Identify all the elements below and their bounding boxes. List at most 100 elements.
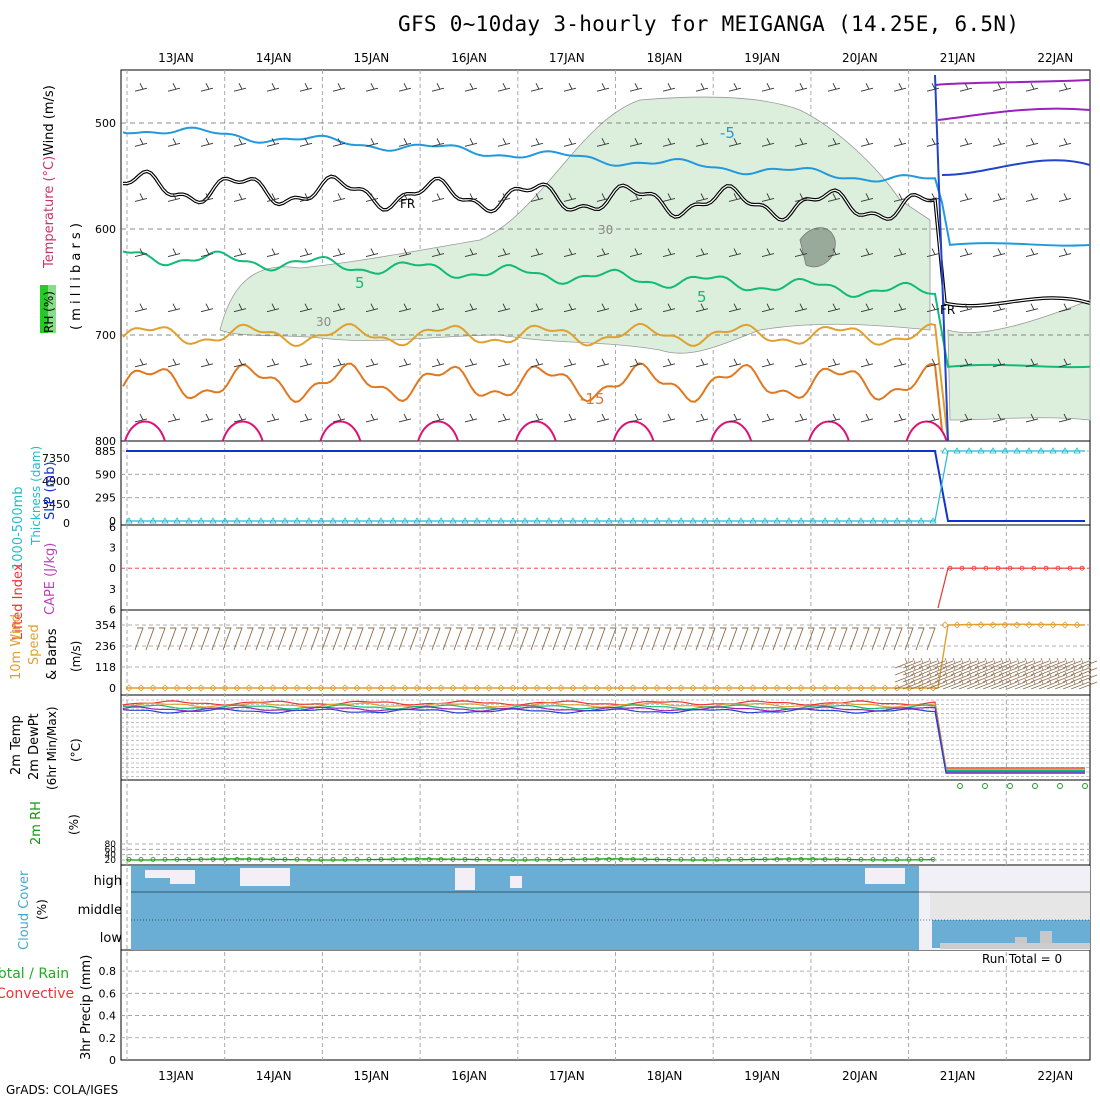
wind10-barb (629, 627, 639, 651)
wind-barb (860, 358, 874, 368)
wind10-barb-dense (910, 664, 930, 676)
wind-barb (695, 413, 709, 423)
wind-barb (1058, 303, 1072, 313)
wind10-barb (563, 627, 573, 651)
wind-speed-marker (545, 684, 553, 692)
wind-barb (299, 413, 313, 423)
wind10-barb (915, 627, 925, 651)
thickness-marker (269, 517, 277, 524)
series-temp-10 (122, 322, 949, 442)
wind-speed-marker (425, 684, 433, 692)
wind10-barb (299, 627, 309, 651)
wind-barb (1058, 193, 1072, 202)
wind10-barb (827, 627, 837, 651)
rh2m-marker (294, 857, 300, 862)
wind-barb (233, 358, 247, 368)
wind-speed-marker (1013, 621, 1021, 629)
wind-barb (332, 193, 346, 202)
wind-barb (761, 358, 775, 368)
wind-barb (893, 138, 907, 147)
rh2m-marker-after (1082, 783, 1088, 789)
wind-barb (629, 82, 643, 92)
wind-barb (860, 413, 874, 423)
wind-barb (695, 193, 709, 202)
cloud-gap (145, 870, 175, 878)
wind-barb (596, 138, 610, 147)
wind-barb (596, 303, 610, 313)
wind10-barb-dense (1014, 671, 1034, 683)
rh2m-marker (354, 857, 360, 862)
wind-tick-label: 354 (95, 619, 116, 632)
wind-barb (1025, 248, 1039, 257)
wind-speed-marker (533, 684, 541, 692)
rh2m-marker (282, 857, 288, 862)
thickness-marker (629, 517, 637, 524)
rh2m-marker (318, 857, 324, 862)
thickness-marker (545, 517, 553, 524)
rh2m-marker-after (1032, 783, 1038, 789)
thickness-marker (701, 517, 709, 524)
contour-label: 5 (355, 274, 365, 292)
wind10-barb-dense (950, 664, 970, 676)
wind-speed-marker (449, 684, 457, 692)
wind-barb (860, 82, 874, 92)
wind10-barb (805, 627, 815, 651)
rh2m-marker (546, 857, 552, 862)
wind-barb (233, 82, 247, 92)
wind-barb (926, 138, 940, 147)
wind10-barb-dense (902, 664, 922, 676)
wind-speed-marker (641, 684, 649, 692)
wind-barb (464, 248, 478, 257)
wind-barb (167, 248, 181, 257)
precip-tick-label: 0.8 (99, 965, 117, 978)
wind-barb (266, 82, 280, 92)
wind-tick-label: 0 (109, 682, 116, 695)
x-tick-label-top: 13JAN (158, 51, 194, 65)
wind10-barb (519, 627, 529, 651)
thickness-marker (437, 517, 445, 524)
wind10-barb-dense (1046, 671, 1066, 683)
cloud-layer-label: low (100, 931, 123, 946)
wind10-barb (673, 627, 683, 651)
contour-label: -5 (720, 124, 735, 142)
wind-barb (926, 358, 940, 368)
thickness-marker (341, 517, 349, 524)
wind-speed-marker (473, 684, 481, 692)
li-marker (971, 565, 977, 571)
wind-barb (167, 358, 181, 368)
wind10-barb-dense (1022, 657, 1042, 669)
panel-frame (120, 779, 1091, 866)
wind10-barb (585, 627, 595, 651)
wind10-barb-dense (1070, 664, 1090, 676)
wind10-barb-dense (1054, 664, 1074, 676)
wind10-barb (420, 627, 430, 651)
thickness-tick-label: 3450 (42, 498, 70, 511)
wind-barb (332, 138, 346, 147)
wind-barb (1058, 413, 1072, 423)
wind10-barb-dense (1022, 678, 1042, 690)
wind-barb (827, 248, 841, 257)
wind10-barb-dense (1078, 678, 1098, 690)
wind10-barb-dense (918, 671, 938, 683)
thickness-marker (689, 517, 697, 524)
wind-barb (860, 248, 874, 257)
wind-speed-marker (509, 684, 517, 692)
precip-tick-label: 0.2 (99, 1032, 117, 1045)
wind-speed-marker (713, 684, 721, 692)
ylabel-wind10-unit: (m/s) (69, 641, 83, 672)
wind10-barb-dense (926, 678, 946, 690)
x-tick-label-top: 18JAN (647, 51, 683, 65)
ylabel-precip-total: Total / Rain (0, 966, 69, 982)
wind10-barb (387, 627, 397, 651)
wind-barb (530, 248, 544, 257)
wind10-barb-dense (982, 664, 1002, 676)
wind10-barb-dense (950, 678, 970, 690)
wind-barb (926, 303, 940, 313)
thickness-marker (245, 517, 253, 524)
wind-barb (563, 193, 577, 202)
wind-barb (167, 82, 181, 92)
wind10-barb (211, 627, 221, 651)
wind10-barb-dense (990, 657, 1010, 669)
rh2m-marker (246, 857, 252, 862)
wind-speed-marker (929, 684, 937, 692)
